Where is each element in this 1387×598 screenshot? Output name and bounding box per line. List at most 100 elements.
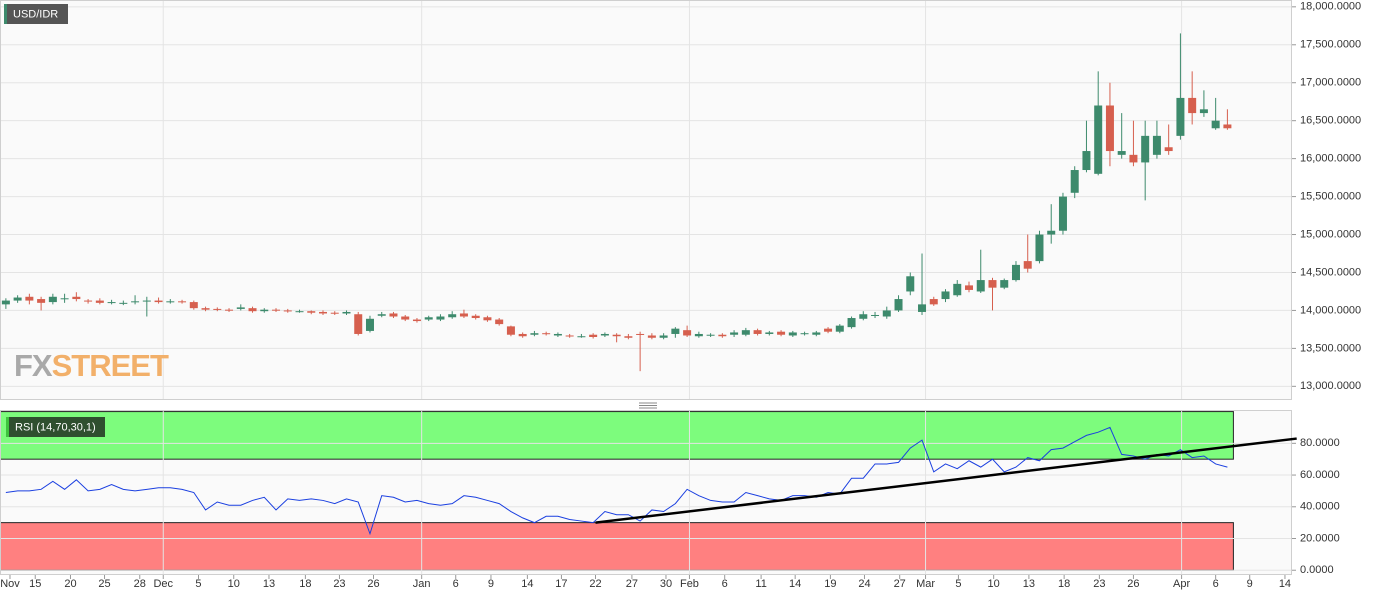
candle-body — [365, 318, 374, 331]
candle-body — [624, 336, 633, 338]
title-badge-accent — [4, 4, 7, 24]
x-tick-label: 6 — [453, 578, 459, 590]
candle-body — [495, 319, 504, 325]
candle-body — [953, 283, 962, 296]
x-tick-label: Apr — [1173, 578, 1190, 590]
candle-body — [260, 309, 269, 312]
candle-body — [636, 333, 645, 335]
candle-body — [906, 276, 915, 292]
candle-body — [730, 332, 739, 335]
candle-body — [236, 307, 245, 309]
x-tick-label: 28 — [134, 578, 146, 590]
x-tick-label: 15 — [29, 578, 41, 590]
title-badge-bg — [6, 417, 105, 437]
candle-body — [107, 302, 116, 304]
candle-body — [389, 313, 398, 317]
candle-body — [330, 312, 339, 314]
candle-body — [84, 300, 93, 302]
candle-body — [401, 316, 410, 320]
candle-body — [166, 301, 175, 303]
x-tick-label: 18 — [299, 578, 311, 590]
x-tick-label: 18 — [1058, 578, 1070, 590]
candle-body — [1129, 154, 1138, 163]
watermark: FXSTREET — [14, 348, 169, 383]
candle-body — [788, 332, 797, 336]
x-tick-label: Mar — [916, 578, 935, 590]
candle-body — [530, 333, 539, 335]
x-tick-label: 20 — [64, 578, 76, 590]
candle-body — [272, 309, 281, 311]
y-tick-label: 14,500.0000 — [1300, 266, 1361, 278]
y-tick-label: 17,500.0000 — [1300, 39, 1361, 51]
x-tick-label: 23 — [333, 578, 345, 590]
candle-body — [1058, 196, 1067, 231]
candle-body — [1105, 105, 1114, 152]
candle-body — [659, 335, 668, 338]
y-tick-label: 16,500.0000 — [1300, 115, 1361, 127]
x-tick-label: 27 — [626, 578, 638, 590]
candle-body — [354, 314, 363, 334]
x-tick-label: Nov — [0, 578, 20, 590]
candle-body — [1094, 105, 1103, 174]
candle-body — [882, 310, 891, 317]
candle-body — [518, 333, 527, 337]
y-tick-label: 16,000.0000 — [1300, 153, 1361, 165]
candle-body — [965, 285, 973, 290]
candle-body — [459, 313, 468, 317]
x-tick-label: 19 — [824, 578, 836, 590]
title-badge-bg — [4, 4, 68, 24]
candle-body — [248, 308, 257, 312]
candle-body — [142, 300, 151, 302]
candle-body — [1141, 135, 1150, 163]
candle-body — [471, 315, 480, 319]
candle-body — [178, 301, 187, 303]
y-tick-label: 17,000.0000 — [1300, 77, 1361, 89]
candle-body — [812, 332, 821, 335]
candle-body — [119, 302, 128, 304]
candle-body — [201, 308, 210, 310]
candle-body — [1070, 170, 1079, 193]
candle-body — [319, 311, 327, 314]
candle-body — [553, 333, 562, 336]
candle-body — [929, 299, 938, 305]
candle-body — [647, 335, 656, 338]
candle-body — [448, 314, 457, 318]
candle-body — [307, 311, 316, 313]
x-tick-label: 14 — [1279, 578, 1291, 590]
y-tick-label: 60.0000 — [1300, 469, 1340, 481]
x-tick-label: 6 — [722, 578, 728, 590]
candle-body — [95, 300, 104, 303]
rsi-line — [5, 426, 1228, 536]
candle-body — [60, 298, 69, 300]
title-badge: RSI (14,70,30,1) — [6, 417, 105, 437]
y-tick-label: 20.0000 — [1300, 532, 1340, 544]
candle-body — [1223, 124, 1232, 129]
candle-body — [976, 280, 985, 292]
candle-body — [694, 333, 703, 337]
x-tick-label: 14 — [789, 578, 801, 590]
candle-body — [824, 328, 833, 332]
candle-body — [765, 332, 774, 334]
panel-resize-handle[interactable] — [639, 402, 657, 409]
y-tick-label: 40.0000 — [1300, 501, 1340, 513]
x-tick-label: 6 — [1213, 578, 1219, 590]
x-tick-label: 10 — [228, 578, 240, 590]
x-tick-label: 26 — [367, 578, 379, 590]
candle-body — [683, 330, 692, 336]
candle-body — [377, 314, 386, 316]
candle-body — [424, 317, 433, 320]
x-tick-label: Jan — [413, 578, 431, 590]
x-tick-label: 11 — [755, 578, 766, 590]
candle-body — [213, 308, 222, 310]
candle-body — [412, 319, 421, 322]
x-tick-label: 26 — [1127, 578, 1139, 590]
watermark-part: FX — [14, 348, 53, 383]
chart-title: USD/IDR — [13, 8, 58, 20]
chart-title: RSI (14,70,30,1) — [15, 421, 96, 433]
x-tick-label: 5 — [195, 578, 201, 590]
x-tick-label: 23 — [1093, 578, 1105, 590]
candle-body — [671, 328, 680, 334]
candle-body — [13, 297, 22, 301]
